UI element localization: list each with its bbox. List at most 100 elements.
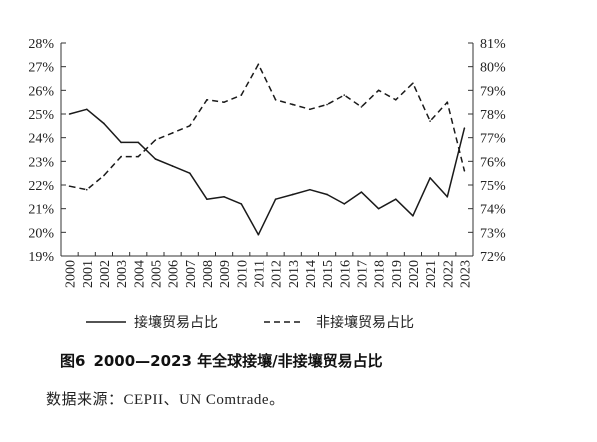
right-axis-tick-label: 75% — [480, 179, 506, 194]
data-point — [188, 125, 191, 127]
x-axis-tick-label: 2012 — [270, 260, 285, 288]
data-point — [309, 188, 311, 191]
data-point — [377, 207, 380, 210]
data-point — [463, 170, 466, 172]
data-point — [394, 99, 397, 101]
data-point — [120, 155, 122, 158]
data-point — [412, 214, 414, 217]
x-axis-tick-label: 2001 — [81, 260, 96, 288]
data-point — [274, 198, 277, 200]
x-axis-tick-label: 2008 — [201, 260, 216, 288]
data-point — [309, 108, 311, 111]
right-axis-tick-label: 72% — [480, 250, 506, 265]
chart-axes — [60, 42, 474, 257]
data-point — [137, 141, 140, 144]
data-point — [257, 63, 260, 66]
data-point — [188, 172, 191, 174]
data-point — [103, 174, 105, 177]
data-point — [120, 141, 122, 144]
data-point — [257, 233, 260, 236]
data-point — [429, 120, 431, 122]
source-note: 数据来源：CEPII、UN Comtrade。 — [46, 392, 285, 408]
x-axis-tick-label: 2006 — [167, 260, 182, 288]
right-axis-tick-label: 73% — [480, 226, 506, 241]
data-point — [206, 99, 208, 101]
x-axis-tick-label: 2019 — [390, 260, 405, 288]
data-point — [103, 122, 105, 125]
x-axis-tick-label: 2010 — [235, 260, 250, 288]
data-point — [137, 155, 140, 158]
x-axis-tick-label: 2003 — [115, 260, 130, 288]
x-axis-tick-label: 2023 — [458, 260, 473, 288]
series-line-non-bordering — [69, 63, 466, 191]
data-point — [326, 193, 328, 196]
data-point — [446, 196, 449, 198]
chart-legend: 接壤贸易占比 非接壤贸易占比 — [86, 314, 414, 331]
x-axis-tick-label: 2014 — [304, 260, 319, 288]
x-axis-tick-label: 2017 — [355, 260, 370, 288]
data-point — [446, 101, 449, 103]
x-axis-tick-label: 2022 — [441, 260, 456, 288]
left-axis-tick-label: 26% — [28, 84, 54, 99]
right-axis-tick-label: 74% — [480, 203, 506, 218]
data-point — [154, 139, 157, 141]
chart-series — [68, 63, 466, 236]
left-axis-tick-label: 28% — [28, 37, 54, 52]
right-axis-tick-label: 81% — [480, 37, 506, 52]
right-axis-tick-label: 76% — [480, 155, 506, 170]
data-point — [171, 132, 174, 134]
data-point — [240, 203, 243, 205]
x-axis-tick-label: 2020 — [407, 260, 422, 288]
x-axis-tick-label: 2013 — [287, 260, 302, 288]
chart-labels: 19% 20% 21% 22% 23% 24% 25% 26% 27% 28% 72% 73% 74% 7… — [28, 37, 506, 288]
data-point — [223, 101, 225, 103]
data-point — [463, 127, 466, 129]
data-point — [240, 94, 243, 96]
left-axis-tick-label: 23% — [28, 155, 54, 170]
x-axis-tick-label: 2009 — [218, 260, 233, 288]
x-axis-tick-label: 2005 — [149, 260, 164, 288]
data-point — [154, 158, 157, 160]
series-line-bordering — [69, 108, 466, 236]
data-point — [326, 103, 328, 106]
left-axis-tick-label: 21% — [28, 203, 54, 218]
data-point — [343, 203, 346, 205]
data-point — [85, 108, 88, 111]
left-axis-tick-label: 27% — [28, 61, 54, 76]
x-axis-tick-label: 2018 — [373, 260, 388, 288]
data-point — [223, 196, 225, 198]
data-point — [291, 103, 294, 106]
figure-number: 图6 — [60, 352, 86, 370]
data-point — [377, 89, 380, 92]
x-axis-tick-label: 2000 — [64, 260, 79, 288]
data-point — [429, 177, 431, 179]
right-axis-tick-label: 78% — [480, 108, 506, 123]
right-axis-tick-label: 80% — [480, 61, 506, 76]
data-point — [360, 106, 363, 108]
data-point — [291, 193, 294, 196]
left-axis-tick-label: 19% — [28, 250, 54, 265]
left-axis-tick-label: 22% — [28, 179, 54, 194]
legend-label: 非接壤贸易占比 — [316, 314, 414, 331]
legend-label: 接壤贸易占比 — [134, 314, 218, 331]
left-axis-tick-label: 25% — [28, 108, 54, 123]
x-axis-tick-label: 2004 — [132, 260, 147, 288]
x-axis-tick-label: 2021 — [424, 260, 439, 288]
left-axis-tick-label: 20% — [28, 226, 54, 241]
right-axis-tick-label: 79% — [480, 84, 506, 99]
figure-caption: 图6 2000—2023 年全球接壤/非接壤贸易占比 — [60, 350, 383, 371]
data-point — [68, 185, 71, 187]
data-point — [343, 94, 346, 96]
data-point — [274, 99, 277, 101]
data-point — [171, 165, 174, 167]
figure-title: 2000—2023 年全球接壤/非接壤贸易占比 — [93, 352, 383, 370]
data-point — [206, 198, 208, 200]
data-point — [412, 82, 414, 85]
right-axis-tick-label: 77% — [480, 132, 506, 147]
x-axis-tick-label: 2016 — [338, 260, 353, 288]
data-point — [68, 113, 71, 115]
x-axis-tick-label: 2002 — [98, 260, 113, 288]
left-axis-tick-label: 24% — [28, 132, 54, 147]
data-point — [85, 188, 88, 191]
